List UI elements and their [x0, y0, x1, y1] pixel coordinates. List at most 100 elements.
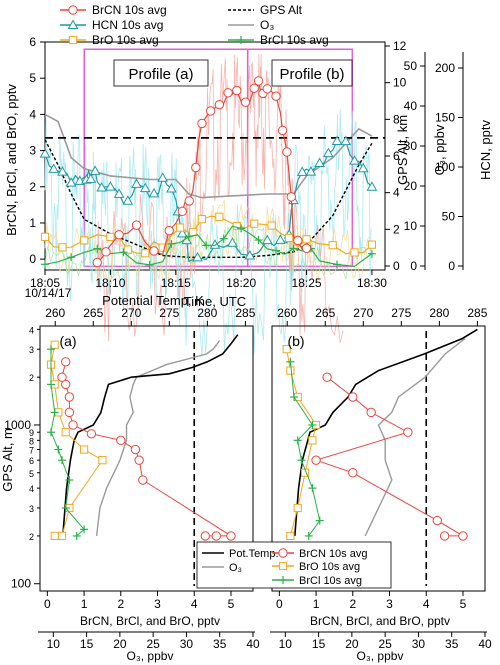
brcn-avg-point — [232, 85, 242, 96]
brcl-avg-line — [44, 225, 373, 268]
bro-avg-point — [158, 243, 167, 252]
brcn-avg-point — [184, 196, 194, 206]
brcn-profile-point — [68, 420, 78, 430]
bro-profile-point — [79, 445, 89, 454]
bro-avg-point — [367, 240, 377, 249]
x-tick-label: 18:25 — [292, 276, 322, 290]
bro-avg-point — [106, 232, 115, 242]
hcn-avg-point — [57, 166, 68, 176]
top-alt-axis-label: GPS Alt, km — [395, 115, 410, 185]
brcl-avg-point — [93, 244, 102, 253]
brcn-profile-point — [348, 392, 358, 402]
brcn-profile-point — [138, 475, 148, 485]
brcn-profile-point — [458, 531, 468, 541]
top-chart: 0123456024681012010203040500501001502001… — [4, 3, 493, 357]
brcn-avg-point — [301, 243, 312, 253]
alt-log-tick-label: 8 — [29, 436, 34, 446]
alt-tick-label: 4 — [393, 186, 400, 200]
brcl-profile-point — [50, 408, 59, 417]
hcn-tick-label: 150 — [435, 111, 455, 125]
pot-temp-tick-label: 275 — [159, 306, 179, 320]
brcn-profile-point — [57, 372, 67, 382]
legend-marker — [67, 19, 79, 29]
left-tick-label: 0 — [29, 252, 36, 266]
bottom-tick-label: 2 — [349, 597, 356, 611]
bro-avg-point — [141, 249, 150, 258]
hcn-avg-point — [357, 162, 369, 173]
panel-b-o3-axis-label: O₃, ppbv — [357, 649, 404, 663]
brcl-profile-point — [54, 445, 63, 454]
bro-profile-point — [308, 436, 317, 445]
brcn-profile-line — [314, 376, 465, 537]
alt-tick-label: 2 — [393, 222, 400, 236]
bottom-tick-label: 3 — [386, 597, 393, 611]
brcn-profile-point — [134, 455, 144, 465]
brcn-profile-point — [64, 392, 75, 402]
hcn-tick-label: 50 — [442, 210, 456, 224]
pot-temp-tick-label: 275 — [391, 306, 411, 320]
panel-a-marks — [46, 331, 239, 586]
brcn-avg-point — [249, 83, 259, 93]
panel-a-o3-axis-label: O₃, ppbv — [127, 649, 174, 663]
o3-tick-label: 10 — [279, 637, 293, 651]
bro-avg-point — [267, 221, 276, 230]
hcn-avg-point — [89, 165, 101, 175]
o3-tick-label: 35 — [445, 637, 459, 651]
x-tick-label: 18:05 — [30, 276, 60, 290]
bro-avg-point — [40, 232, 50, 241]
panel-a-frame — [39, 325, 254, 592]
bro-profile-point — [98, 456, 107, 465]
brcl-profile-point — [308, 420, 317, 429]
hcn-avg-point — [176, 227, 188, 238]
o3-tick-label: 30 — [412, 637, 426, 651]
brcn-profile-point — [311, 455, 321, 465]
brcl-avg-point — [367, 249, 376, 258]
brcn-profile-point — [211, 531, 221, 541]
brcn-avg-point — [223, 88, 233, 98]
bottom-tick-label: 2 — [117, 597, 124, 611]
hcn-avg-point — [296, 166, 308, 176]
hcn-avg-point — [39, 148, 51, 158]
top-left-axis-label: BrCN, BrCl, and BrO, pptv — [4, 84, 19, 236]
left-tick-label: 2 — [29, 180, 36, 194]
o3-tick-label: 0 — [410, 259, 417, 273]
pot-temp-tick-label: 270 — [353, 306, 373, 320]
brcl-profile-point — [47, 380, 56, 389]
o3-tick-label: 40 — [246, 637, 260, 651]
bro-profile-line — [50, 344, 104, 537]
pot-temp-tick-label: 285 — [235, 306, 255, 320]
bottom-legend-label: Pot.Temp. — [229, 548, 279, 560]
alt-tick-label: 12 — [393, 39, 407, 53]
brcl-profile-point — [286, 357, 295, 366]
panel-b-axes: 260 265 270 275 280 285 0 1 2 3 4 5 10 15 20 25 30 35 40 — [270, 306, 492, 651]
hcn-avg-point — [166, 182, 177, 193]
panel-a-label: (a) — [59, 333, 76, 349]
panel-a-y-axis-label: GPS Alt, m — [0, 428, 15, 492]
brcl-profile-point — [304, 531, 313, 540]
alt-log-tick-label: 4 — [29, 325, 34, 335]
bro-avg-point — [176, 223, 185, 232]
brcl-avg-point — [289, 244, 298, 253]
hcn-avg-point — [122, 195, 134, 205]
left-tick-label: 3 — [29, 144, 36, 158]
o3-tick-label: 10 — [47, 637, 61, 651]
brcn-avg-point — [253, 76, 264, 86]
bro-profile-point — [286, 366, 295, 375]
o3-line — [44, 113, 373, 199]
pot-temp-tick-label: 260 — [45, 306, 65, 320]
alt-log-tick-label: 9 — [29, 428, 34, 438]
alt-log-tick-label: 2 — [29, 373, 34, 383]
brcn-profile-point — [116, 435, 126, 446]
bro-avg-point — [328, 241, 337, 250]
o3-tick-label: 15 — [80, 637, 94, 651]
o3-profile — [364, 338, 466, 537]
legend-label: BrCN 10s avg — [92, 3, 167, 17]
brcl-avg-point — [41, 260, 49, 269]
bro-profile-point — [57, 531, 67, 541]
brcn-profile-point — [200, 531, 210, 541]
panel-b-bottom-axis-label: BrCN, BrCl, and BrO, pptv — [310, 614, 450, 628]
bottom-legend-label: O₃ — [229, 562, 242, 574]
legend-label: BrCl 10s avg — [260, 33, 329, 47]
x-tick-label: 18:15 — [161, 276, 191, 290]
